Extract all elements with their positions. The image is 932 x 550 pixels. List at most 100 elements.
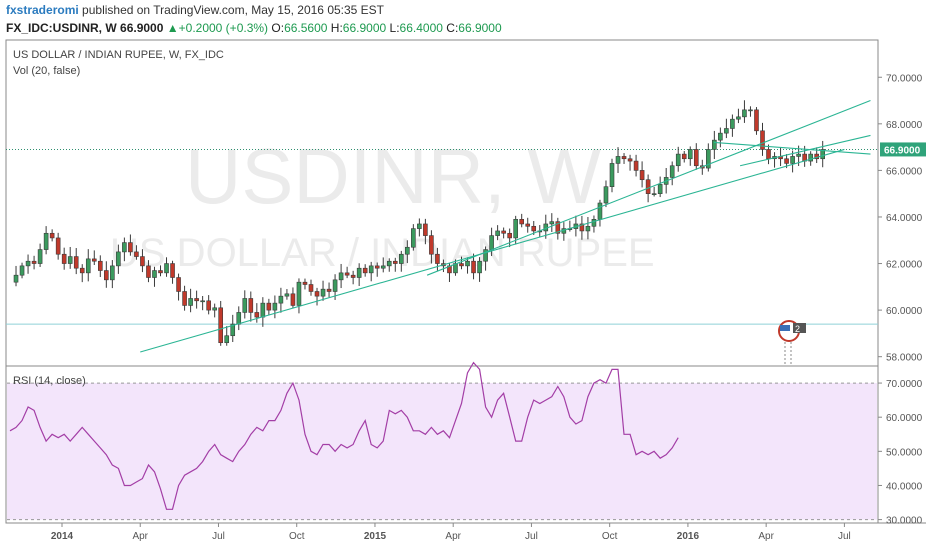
event-marker[interactable]: 2 bbox=[778, 320, 806, 366]
high-label: H: bbox=[330, 21, 343, 35]
candle-body bbox=[37, 249, 43, 264]
candle-body bbox=[748, 109, 753, 112]
time-tick-label: 2016 bbox=[677, 531, 700, 542]
candle-body bbox=[170, 263, 175, 278]
time-tick-label: Apr bbox=[132, 531, 148, 542]
candle-body bbox=[128, 242, 133, 253]
candle-body bbox=[134, 251, 139, 257]
candle-body bbox=[85, 258, 91, 274]
time-tick-label: Apr bbox=[758, 531, 774, 542]
candle-body bbox=[91, 258, 97, 262]
candle-body bbox=[675, 153, 681, 167]
candle-body bbox=[290, 293, 296, 306]
candle-body bbox=[158, 270, 163, 274]
change-value: +0.2000 (+0.3%) bbox=[178, 21, 269, 35]
candle-body bbox=[639, 170, 645, 181]
candle-body bbox=[585, 225, 591, 232]
candle-body bbox=[242, 298, 248, 313]
candle-body bbox=[615, 156, 621, 164]
time-tick-label: 2015 bbox=[364, 531, 387, 542]
open-label: O: bbox=[271, 21, 285, 35]
candle-body bbox=[43, 232, 49, 250]
candle-body bbox=[621, 156, 627, 160]
trendlines-layer[interactable] bbox=[140, 100, 871, 353]
time-tick-label: Oct bbox=[289, 531, 305, 542]
candle-body bbox=[116, 251, 121, 267]
candle-body bbox=[386, 260, 392, 267]
event-count-text: 2 bbox=[795, 324, 800, 334]
candle-body bbox=[651, 193, 657, 195]
candle-body bbox=[627, 158, 633, 162]
candle-body bbox=[507, 232, 512, 239]
candle-body bbox=[501, 230, 506, 234]
candle-body bbox=[146, 265, 151, 278]
open-value: 66.5600 bbox=[284, 21, 328, 35]
candle-body bbox=[254, 312, 260, 318]
candle-body bbox=[465, 260, 470, 267]
publish-line: fxstraderomi published on TradingView.co… bbox=[6, 3, 384, 17]
main-pane-title: US DOLLAR / INDIAN RUPEE, W, FX_IDC bbox=[13, 49, 224, 61]
time-tick-label: Jul bbox=[525, 531, 538, 542]
candle-body bbox=[380, 265, 386, 269]
candle-body bbox=[194, 298, 199, 302]
candle-body bbox=[736, 116, 741, 120]
candle-body bbox=[140, 256, 145, 267]
candle-body bbox=[206, 300, 211, 311]
grid-layer bbox=[6, 148, 878, 325]
candle-body bbox=[754, 109, 759, 132]
price-badge-text: 66.9000 bbox=[884, 145, 921, 156]
candle-body bbox=[200, 300, 205, 303]
candle-body bbox=[718, 132, 723, 141]
rsi-line bbox=[9, 361, 679, 510]
candle-body bbox=[19, 265, 25, 276]
author-link[interactable]: fxstraderomi bbox=[6, 3, 79, 17]
candle-body bbox=[248, 298, 254, 313]
low-value: 66.4000 bbox=[399, 21, 443, 35]
candle-body bbox=[98, 260, 103, 271]
candle-body bbox=[531, 225, 537, 232]
candle-body bbox=[609, 163, 615, 188]
price-tick-label: 66.0000 bbox=[886, 166, 923, 177]
price-tick-label: 70.0000 bbox=[886, 73, 923, 84]
time-tick-label: Apr bbox=[445, 531, 461, 542]
last-price: 66.9000 bbox=[120, 21, 164, 35]
candle-body bbox=[224, 335, 230, 344]
time-tick-label: 2014 bbox=[51, 531, 74, 542]
candle-body bbox=[477, 260, 482, 274]
candle-body bbox=[61, 253, 67, 264]
watermark-symbol: USDINR, W bbox=[185, 132, 601, 220]
rsi-tick-label: 40.0000 bbox=[886, 481, 923, 492]
candle-body bbox=[693, 149, 699, 167]
candle-body bbox=[332, 279, 338, 292]
candle-body bbox=[423, 223, 428, 236]
candle-body bbox=[188, 298, 193, 306]
ohlc-line: FX_IDC:USDINR, W 66.9000 ▲+0.2000 (+0.3%… bbox=[6, 21, 502, 35]
candle-body bbox=[368, 265, 374, 274]
rsi-band bbox=[7, 383, 877, 520]
candle-body bbox=[519, 219, 525, 225]
candle-body bbox=[760, 130, 765, 150]
candle-body bbox=[555, 221, 561, 234]
candle-body bbox=[308, 284, 314, 292]
candle-body bbox=[260, 302, 266, 318]
candle-body bbox=[398, 253, 404, 264]
candle-body bbox=[164, 263, 169, 274]
candle-body bbox=[212, 307, 217, 311]
candle-body bbox=[645, 179, 651, 194]
candle-body bbox=[13, 274, 19, 283]
candle-body bbox=[272, 302, 278, 311]
candle-body bbox=[104, 270, 109, 281]
candle-body bbox=[73, 256, 79, 269]
candle-body bbox=[314, 291, 320, 297]
candle-body bbox=[296, 281, 302, 306]
time-tick-label: Jul bbox=[212, 531, 225, 542]
candle-body bbox=[706, 149, 711, 169]
high-value: 66.9000 bbox=[342, 21, 387, 35]
candle-body bbox=[67, 256, 73, 264]
candle-body bbox=[513, 219, 518, 239]
candle-body bbox=[603, 186, 609, 204]
price-badge bbox=[880, 142, 926, 157]
candle-body bbox=[766, 149, 771, 160]
symbol-label: FX_IDC:USDINR, W bbox=[6, 21, 117, 35]
